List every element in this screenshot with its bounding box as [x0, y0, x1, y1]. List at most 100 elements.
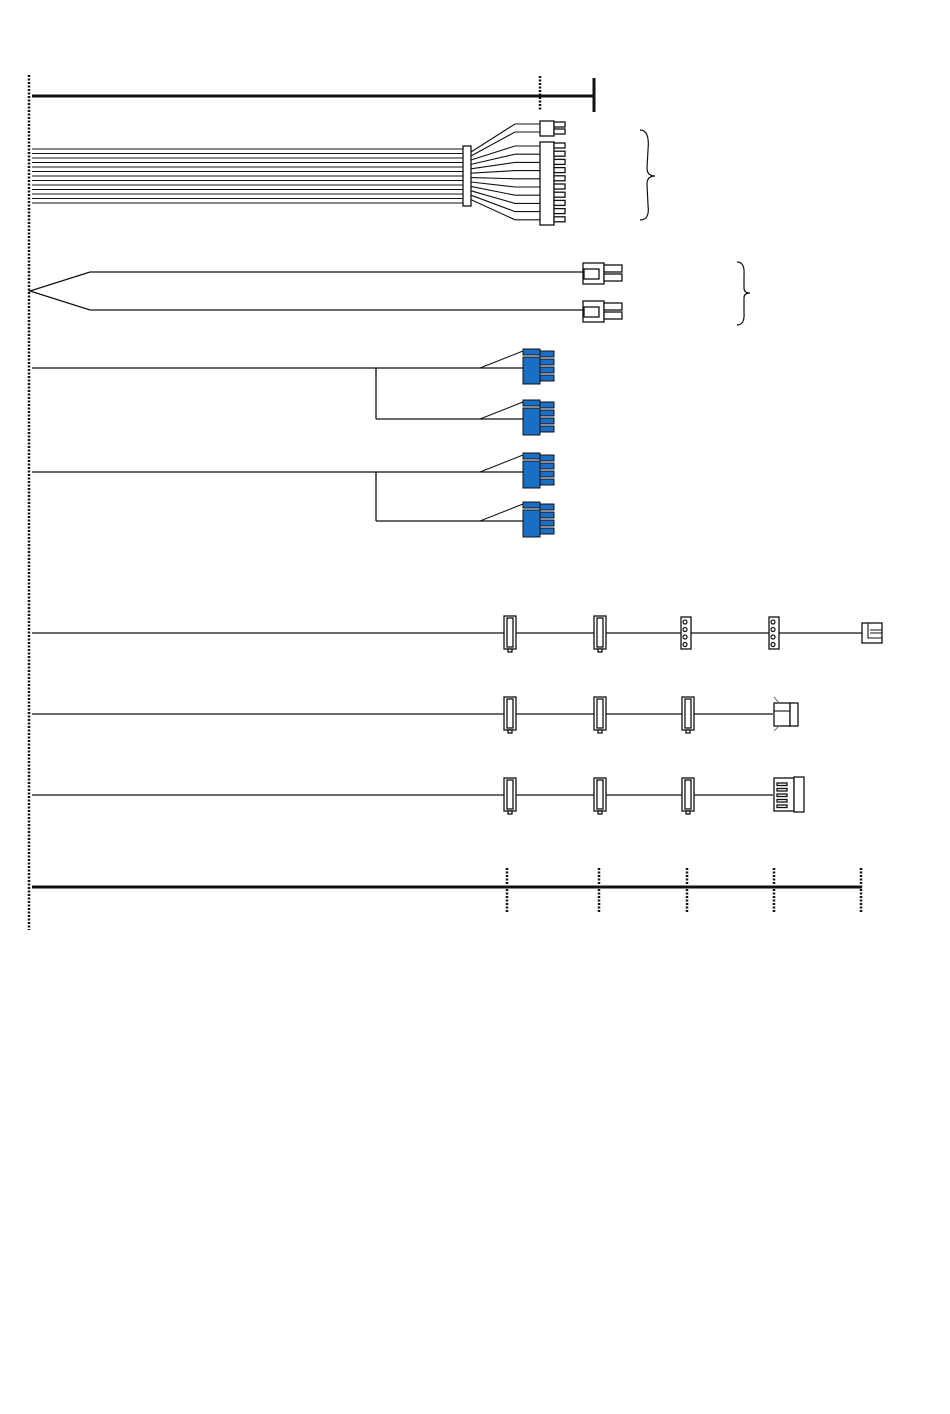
connector-body — [773, 702, 791, 727]
cpu-connector — [582, 300, 623, 323]
connector-pin — [770, 626, 776, 633]
connector-pin — [539, 409, 555, 417]
wire — [470, 131, 540, 157]
connector-body — [522, 407, 541, 436]
connector-latch — [522, 348, 541, 356]
connector-pin — [539, 454, 555, 462]
connector-pin — [776, 804, 788, 809]
connector-body — [539, 141, 555, 226]
connector-pins — [789, 702, 799, 727]
wire — [479, 454, 524, 473]
connector-pin — [539, 425, 555, 433]
connector-pin — [539, 366, 555, 374]
4-pin-connector — [539, 120, 566, 137]
connector-pin — [603, 264, 623, 273]
sata-connector — [503, 615, 517, 653]
connector-pin — [553, 175, 566, 182]
wire — [470, 161, 540, 170]
connector-slot — [506, 617, 514, 648]
wire — [27, 271, 583, 311]
connector-pin — [770, 634, 776, 640]
connector-pin — [682, 634, 688, 640]
connector-pin — [539, 519, 555, 527]
connector-tab — [507, 729, 513, 734]
connector-tab — [507, 648, 513, 653]
connector-pin — [539, 350, 555, 358]
connector-pin — [603, 311, 623, 320]
connector-pin — [682, 619, 688, 625]
pcie-connector — [479, 399, 555, 436]
connector-pin — [539, 511, 555, 519]
sata-connector — [681, 777, 695, 815]
wire — [470, 185, 540, 196]
connector-slot — [506, 698, 514, 729]
connector-latch — [522, 501, 541, 509]
connector-tab — [597, 729, 603, 734]
peripheral-cable-2 — [32, 696, 799, 734]
sata-connector — [593, 696, 607, 734]
connector-pin — [539, 358, 555, 366]
cpu-connector — [582, 262, 623, 285]
connector-body — [768, 616, 780, 650]
peripheral-cable-3 — [32, 776, 805, 815]
connector-body — [680, 616, 692, 650]
connector-body — [522, 509, 541, 538]
connector-pin — [553, 207, 566, 215]
molex-side-connector — [773, 696, 799, 732]
20-pin-connector — [539, 141, 566, 226]
connector-pin — [539, 470, 555, 478]
connector-tab — [685, 810, 691, 815]
wire — [470, 123, 540, 153]
connector-shroud — [793, 776, 805, 813]
connector-pin — [553, 183, 566, 190]
connector-pin — [553, 199, 566, 207]
molex-connector — [768, 616, 780, 650]
connector-tab — [507, 810, 513, 815]
wire — [479, 503, 524, 522]
wire — [479, 350, 524, 369]
wire — [470, 170, 540, 174]
connector-pin — [539, 503, 555, 511]
connector-slot — [596, 698, 604, 729]
pcie-connector — [479, 452, 555, 489]
connector-pin — [553, 216, 566, 223]
connector-slot — [684, 698, 692, 729]
peripheral-cable-1 — [32, 615, 883, 653]
connector-slot — [596, 617, 604, 648]
connector-pin — [553, 142, 566, 149]
connector-pin — [682, 641, 688, 648]
connector-latch — [583, 268, 600, 280]
pcie-cable-2 — [32, 452, 555, 538]
molex-connector — [680, 616, 692, 650]
connector-body — [539, 120, 555, 137]
connector-pin — [539, 374, 555, 382]
wire — [479, 401, 524, 420]
connector-pin — [553, 166, 566, 174]
connector-pin — [603, 302, 623, 311]
sata-connector — [681, 696, 695, 734]
connector-latch — [773, 696, 780, 732]
connector-pin — [682, 626, 688, 633]
wire — [470, 190, 540, 204]
pcie-cable-1 — [32, 348, 555, 436]
connector-slot — [596, 779, 604, 810]
wire — [470, 177, 540, 180]
connector-pin — [770, 641, 776, 648]
connector-pin — [603, 273, 623, 282]
molex-connector-large — [773, 776, 805, 813]
wire — [470, 145, 540, 161]
connector-pin — [553, 191, 566, 198]
pcie-connector — [479, 501, 555, 538]
connector-pin — [539, 462, 555, 470]
connector-body — [522, 356, 541, 385]
sata-connector — [593, 777, 607, 815]
brace — [639, 129, 656, 221]
connector-pin — [553, 121, 566, 128]
connector-pin — [553, 158, 566, 166]
connector-tab — [597, 810, 603, 815]
connector-pin — [553, 150, 566, 157]
cable-sleeve — [462, 145, 472, 207]
pcie-connector — [479, 348, 555, 385]
connector-tab — [597, 648, 603, 653]
wire — [470, 153, 540, 165]
